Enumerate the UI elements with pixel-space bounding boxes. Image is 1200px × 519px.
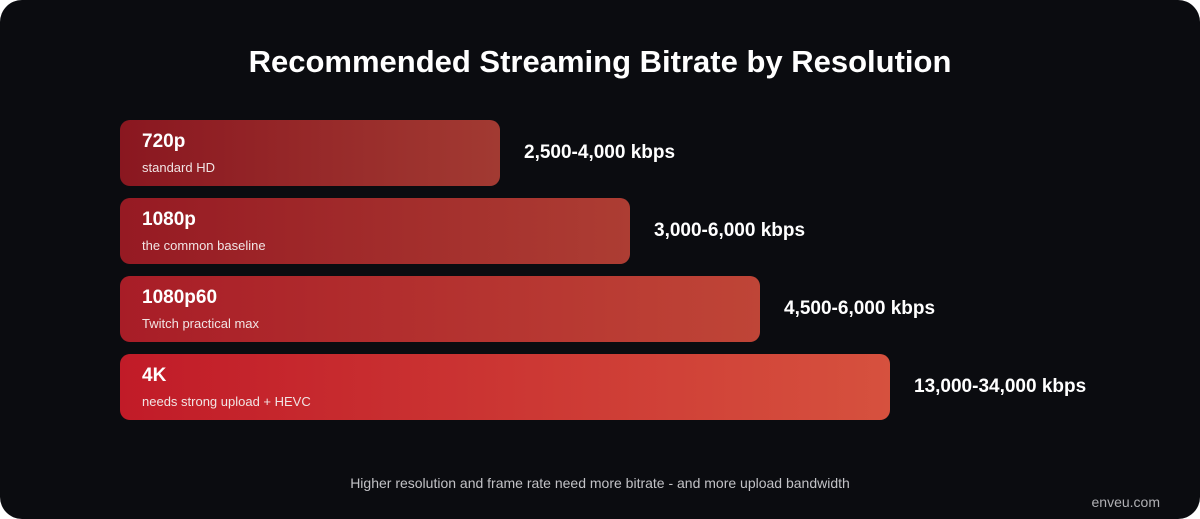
bar-note: standard HD — [142, 160, 215, 175]
bar-label: 720p — [142, 131, 186, 152]
bar: 1080p the common baseline — [120, 198, 630, 264]
bar: 4K needs strong upload + HEVC — [120, 354, 890, 420]
caption: Higher resolution and frame rate need mo… — [350, 475, 850, 491]
bar: 1080p60 Twitch practical max — [120, 276, 760, 342]
bar-label: 1080p — [142, 209, 196, 230]
brand: enveu.com — [1091, 494, 1160, 510]
bitrate-label: 3,000-6,000 kbps — [654, 220, 806, 241]
bitrate-label: 2,500-4,000 kbps — [524, 142, 676, 163]
bar: 720p standard HD — [120, 120, 500, 186]
bar-label: 4K — [142, 365, 167, 386]
bar-note: the common baseline — [142, 238, 266, 253]
bitrate-label: 13,000-34,000 kbps — [914, 376, 1087, 397]
bitrate-label: 4,500-6,000 kbps — [784, 298, 936, 319]
bar-label: 1080p60 — [142, 287, 218, 308]
bar-note: needs strong upload + HEVC — [142, 394, 311, 409]
title: Recommended Streaming Bitrate by Resolut… — [248, 44, 952, 79]
bar-note: Twitch practical max — [142, 316, 260, 331]
